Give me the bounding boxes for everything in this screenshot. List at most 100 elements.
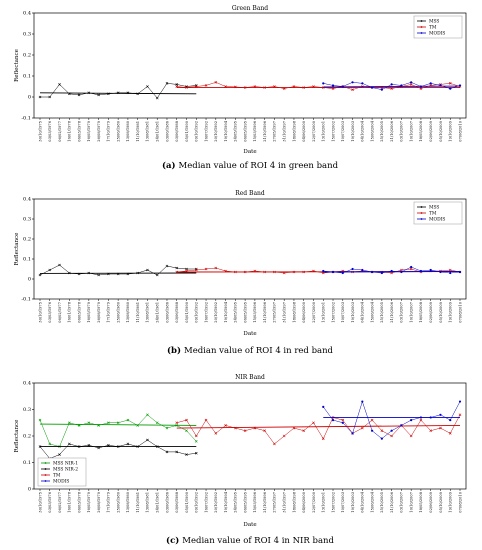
x-tick-label: 07/08/2010 <box>458 120 462 141</box>
data-point <box>116 445 120 448</box>
x-tick-label: 04/10/2004 <box>361 491 365 512</box>
data-point <box>146 413 149 417</box>
data-point <box>87 91 91 95</box>
plot-frame <box>33 382 467 490</box>
data-point <box>410 81 413 84</box>
series-line <box>40 83 197 99</box>
series-line <box>323 400 461 439</box>
x-tick-label: 05/01/1990 <box>185 491 189 512</box>
x-tick-label: 03/06/1988 <box>175 491 179 512</box>
data-point <box>175 450 179 454</box>
data-point <box>38 95 42 99</box>
x-tick-label: 13/08/1980 <box>126 491 130 512</box>
y-tick-label: 0 <box>28 95 31 101</box>
x-tick-label: 05/10/2009 <box>439 301 443 322</box>
legend-box <box>413 15 463 39</box>
series-mss <box>38 82 198 100</box>
data-point <box>312 421 315 425</box>
series-modis <box>322 400 462 440</box>
data-point <box>302 270 306 274</box>
x-tick-label: 09/10/1992 <box>195 492 199 513</box>
data-point <box>67 442 71 446</box>
series-mss-nir-1 <box>38 413 198 448</box>
y-tick-label: -0.1 <box>21 297 31 303</box>
caption-label: (c) <box>166 535 179 546</box>
x-tick-label: 15/07/2002 <box>331 302 335 323</box>
x-tick-label: 16/05/1979 <box>87 301 91 322</box>
x-tick-label: 25/06/1980 <box>116 120 120 141</box>
data-point <box>165 264 169 268</box>
plot-frame <box>33 12 467 119</box>
y-axis-label: Reflectance <box>14 420 20 453</box>
x-tick-label: 16/07/1992 <box>204 302 208 323</box>
data-point <box>361 400 364 403</box>
data-point <box>419 87 423 90</box>
data-point <box>136 92 139 96</box>
data-point <box>400 270 403 274</box>
data-point <box>292 270 296 274</box>
x-tick-label: 31/10/1997 <box>282 120 286 141</box>
data-point <box>419 418 423 422</box>
data-point <box>234 270 237 274</box>
data-point <box>263 429 266 433</box>
data-point <box>155 96 159 100</box>
y-tick-label: 0.1 <box>23 460 31 466</box>
data-point <box>175 266 179 270</box>
x-tick-label: 11/10/1981 <box>136 121 140 142</box>
series-tm <box>175 266 462 275</box>
data-point <box>58 453 61 456</box>
data-point <box>107 92 110 96</box>
data-point <box>439 270 442 274</box>
data-point <box>439 84 442 87</box>
x-tick-label: 02/06/2009 <box>429 120 433 141</box>
legend-entry: MSS NIR-1 <box>53 462 78 467</box>
data-point <box>370 429 374 432</box>
x-tick-label: 20/10/1992 <box>214 302 218 323</box>
data-point <box>312 269 315 273</box>
data-point <box>380 88 383 91</box>
trend-line <box>323 85 461 88</box>
y-tick-label: 0.1 <box>23 74 31 80</box>
y-tick-label: 0.2 <box>23 53 31 59</box>
x-tick-label: 30/10/1975 <box>38 491 42 512</box>
data-point <box>302 429 306 433</box>
x-tick-label: 18/08/1998 <box>292 301 296 322</box>
x-tick-label: 13/08/1980 <box>126 301 130 322</box>
x-tick-label: 31/10/1997 <box>282 301 286 322</box>
x-tick-label: 16/05/1979 <box>87 120 91 141</box>
data-point <box>204 84 208 87</box>
data-point <box>390 87 393 90</box>
data-point <box>38 418 42 422</box>
x-tick-label: 10/10/2007 <box>409 491 413 512</box>
x-tick-label: 18/05/2008 <box>419 120 423 141</box>
data-point <box>243 270 247 274</box>
data-point <box>243 86 247 89</box>
x-tick-label: 19/10/2003 <box>351 491 355 512</box>
data-point <box>292 85 296 88</box>
data-point <box>331 270 335 274</box>
x-tick-label: 06/02/1977 <box>58 301 62 322</box>
y-tick-label: 0 <box>28 277 31 283</box>
x-tick-label: 13/08/1981 <box>146 492 150 513</box>
series-line <box>39 439 197 459</box>
series-mss-nir-2 <box>38 438 198 460</box>
x-tick-label: 24/01/1981 <box>156 492 160 513</box>
data-point <box>351 88 354 91</box>
chart-title: Red Band <box>235 190 265 197</box>
x-tick-label: 11/10/1981 <box>136 492 140 513</box>
legend-entry: MSS <box>429 20 439 25</box>
data-point <box>448 432 452 435</box>
x-tick-label: 21/10/1996 <box>263 120 267 141</box>
trend-line <box>176 424 461 429</box>
data-point <box>48 442 52 446</box>
data-point <box>390 434 393 438</box>
data-point <box>341 418 345 422</box>
x-tick-label: 17/10/1979 <box>107 301 111 322</box>
data-point <box>370 270 374 274</box>
y-tick-label: 0.2 <box>23 434 31 440</box>
x-tick-label: 15/06/2004 <box>370 491 374 512</box>
x-tick-label: 15/06/2004 <box>370 301 374 322</box>
x-tick-label: 06/03/1978 <box>77 301 81 322</box>
